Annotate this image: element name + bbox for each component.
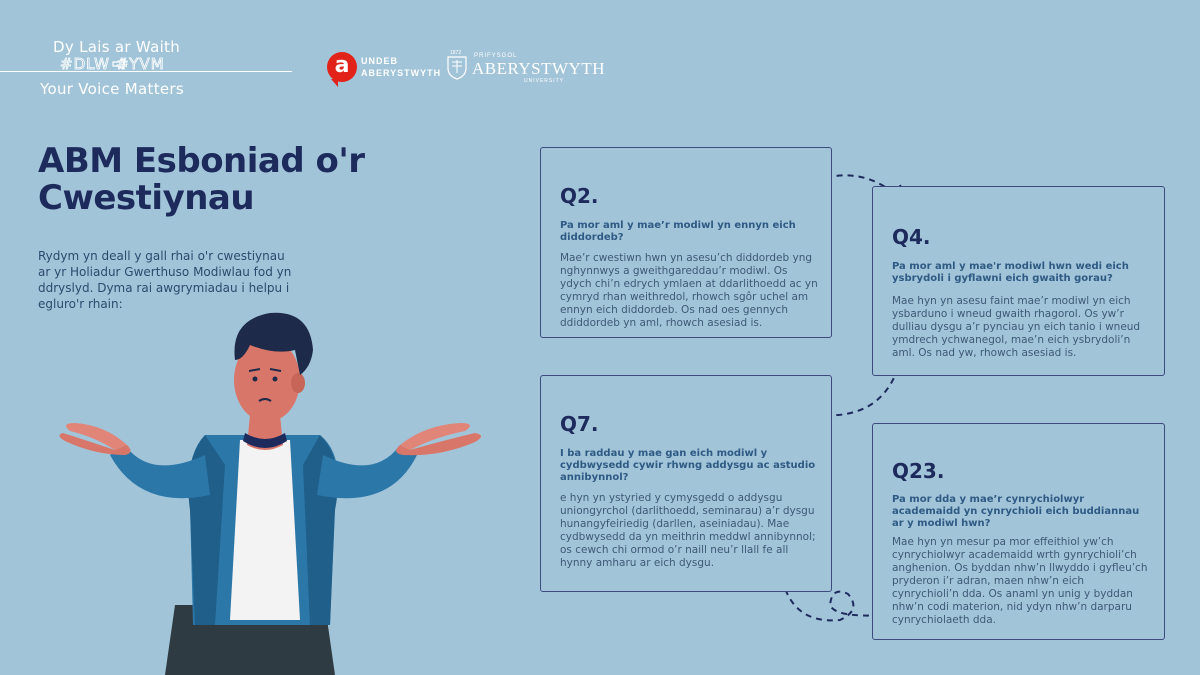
question-explanation: Mae hyn yn asesu faint mae’r modiwl yn e… (892, 295, 1141, 359)
brand-line3: Your Voice Matters (40, 80, 184, 98)
megaphone-icon (112, 58, 128, 70)
prifysgol-top: PRIFYSGOL (474, 53, 518, 59)
brand-divider (0, 71, 292, 72)
intro-text: Rydym yn deall y gall rhai o'r cwestiyna… (38, 249, 292, 311)
question-explanation: Mae’r cwestiwn hwn yn asesu’ch diddordeb… (560, 252, 818, 329)
brand-line1: Dy Lais ar Waith (53, 38, 181, 56)
question-card-q23: Q23. Pa mor dda y mae’r cynrychiolwyr ac… (872, 423, 1165, 640)
page-title: ABM Esboniad o'r Cwestiynau (38, 141, 365, 218)
question-card-q2: Q2. Pa mor aml y mae’r modiwl yn ennyn e… (540, 147, 832, 338)
prifysgol-bottom: UNIVERSITY (524, 78, 565, 84)
undeb-logo-mark: a (327, 52, 357, 87)
question-number: Q2. (560, 184, 599, 208)
prifysgol-logo: 1872 PRIFYSGOL ABERYSTWYTH UNIVERSITY (446, 50, 605, 84)
question-card-q7: Q7. I ba raddau y mae gan eich modiwl y … (540, 375, 832, 592)
undeb-logo: a UNDEB ABERYSTWYTH (327, 52, 440, 88)
question-text: I ba raddau y mae gan eich modiwl y cydb… (560, 448, 816, 483)
undeb-logo-line1: UNDEB (361, 56, 399, 66)
question-number: Q4. (892, 225, 931, 249)
question-explanation: e hyn yn ystyried y cymysgedd o addysgu … (560, 492, 816, 569)
undeb-logo-line2: ABERYSTWYTH (361, 68, 442, 78)
question-number: Q7. (560, 412, 599, 436)
question-card-q4: Q4. Pa mor aml y mae'r modiwl hwn wedi e… (872, 186, 1165, 376)
question-text: Pa mor dda y mae’r cynrychiolwyr academa… (892, 494, 1140, 529)
question-text: Pa mor aml y mae'r modiwl hwn wedi eich … (892, 261, 1129, 284)
question-explanation: Mae hyn yn mesur pa mor effeithiol yw’ch… (892, 536, 1148, 626)
brand-hashtags: #DLW #YVM (60, 55, 165, 74)
crest-icon (447, 56, 467, 80)
question-text: Pa mor aml y mae’r modiwl yn ennyn eich … (560, 220, 796, 243)
prifysgol-year: 1872 (450, 50, 462, 56)
prifysgol-name: ABERYSTWYTH (472, 59, 605, 78)
shrugging-person-illustration (59, 312, 481, 675)
brand-block: Dy Lais ar Waith #DLW #YVM Your Voice Ma… (0, 38, 292, 98)
question-number: Q23. (892, 459, 945, 483)
